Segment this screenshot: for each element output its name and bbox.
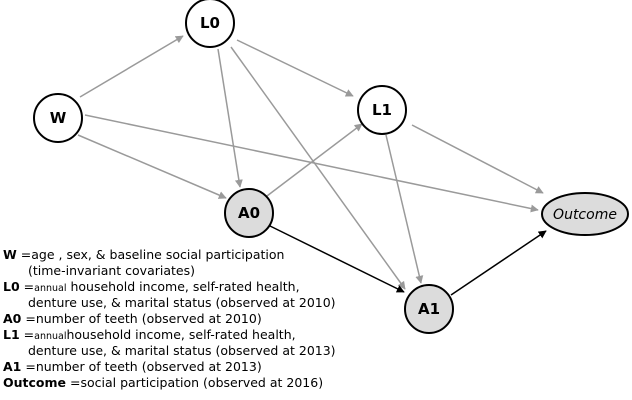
- node-a0-label: A0: [238, 204, 260, 222]
- edge-a0-a1: [267, 224, 405, 293]
- edge-a0-l1: [262, 123, 363, 200]
- legend-row-a1: A1 =number of teeth (observed at 2013): [3, 359, 336, 375]
- legend-text-l1-cont: denture use, & marital status (observed …: [28, 343, 336, 358]
- legend-text-l0-cont: denture use, & marital status (observed …: [28, 295, 336, 310]
- legend-eq-a0: =: [21, 311, 36, 326]
- legend-small-l1: annual: [34, 331, 67, 342]
- node-w: W: [33, 93, 83, 143]
- node-outcome-label: Outcome: [553, 207, 617, 223]
- legend-key-a0: A0: [3, 311, 22, 326]
- legend-eq-outcome: =: [66, 375, 81, 390]
- legend-row-l1: L1 =annualhousehold income, self-rated h…: [3, 327, 336, 343]
- node-l1-label: L1: [372, 101, 392, 119]
- node-l0-label: L0: [200, 14, 220, 32]
- edge-a1-outcome: [450, 230, 547, 296]
- legend-row-l1-cont: denture use, & marital status (observed …: [3, 343, 336, 359]
- legend-text-l0: household income, self-rated health,: [66, 279, 300, 294]
- legend-key-w: W: [3, 247, 17, 262]
- legend-eq-l1: =: [19, 327, 35, 342]
- node-w-label: W: [50, 109, 67, 127]
- legend-small-l0: annual: [34, 283, 67, 294]
- legend-eq-l0: =: [19, 279, 35, 294]
- legend-eq-a1: =: [21, 359, 36, 374]
- legend-text-l1: household income, self-rated health,: [66, 327, 296, 342]
- edge-l0-a0: [217, 48, 243, 188]
- node-l0: L0: [185, 0, 235, 48]
- legend-row-w: W =age , sex, & baseline social particip…: [3, 247, 336, 263]
- edge-l1-a1: [385, 134, 424, 284]
- node-a1: A1: [404, 284, 454, 334]
- legend: W =age , sex, & baseline social particip…: [3, 247, 336, 391]
- node-a1-label: A1: [418, 300, 440, 318]
- legend-row-w-cont: (time-invariant covariates): [3, 263, 336, 279]
- node-l1: L1: [357, 85, 407, 135]
- legend-row-outcome: Outcome =social participation (observed …: [3, 375, 336, 391]
- legend-text-w-cont: (time-invariant covariates): [28, 263, 195, 278]
- node-a0: A0: [224, 188, 274, 238]
- edge-w-l0: [79, 35, 184, 98]
- legend-key-l1: L1: [3, 327, 20, 342]
- legend-text-a0: number of teeth (observed at 2010): [35, 311, 262, 326]
- edge-l1-outcome: [411, 124, 544, 194]
- node-outcome: Outcome: [541, 192, 629, 236]
- legend-text-w: age , sex, & baseline social participati…: [31, 247, 285, 262]
- legend-key-outcome: Outcome: [3, 375, 67, 390]
- legend-row-l0-cont: denture use, & marital status (observed …: [3, 295, 336, 311]
- legend-row-a0: A0 =number of teeth (observed at 2010): [3, 311, 336, 327]
- edge-l0-a1: [230, 46, 406, 290]
- legend-row-l0: L0 =annual household income, self-rated …: [3, 279, 336, 295]
- legend-eq-w: =: [16, 247, 32, 262]
- legend-key-a1: A1: [3, 359, 22, 374]
- legend-text-outcome: social participation (observed at 2016): [80, 375, 324, 390]
- legend-text-a1: number of teeth (observed at 2013): [35, 359, 262, 374]
- edge-l0-l1: [236, 39, 354, 97]
- legend-key-l0: L0: [3, 279, 20, 294]
- edge-w-a0: [77, 134, 227, 199]
